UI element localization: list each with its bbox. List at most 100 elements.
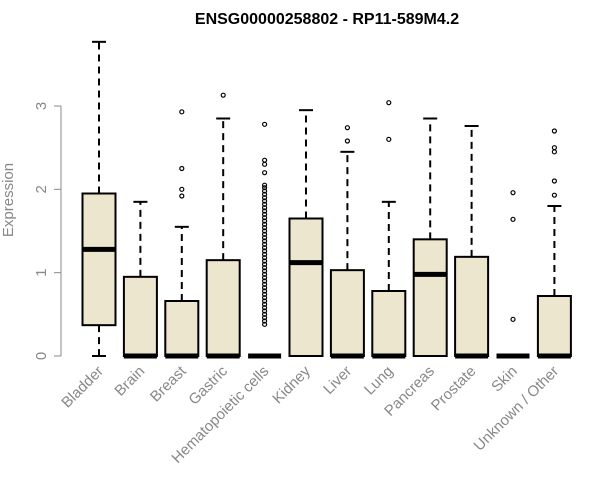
outlier-point <box>262 238 268 244</box>
box-rect <box>412 238 448 357</box>
box-liver <box>329 125 365 359</box>
outlier-point <box>262 205 268 211</box>
box-skin <box>496 190 530 359</box>
y-tick-label: 2 <box>33 185 50 193</box>
outlier-point <box>262 198 268 204</box>
outlier-point <box>262 295 268 301</box>
outlier-point <box>386 100 392 106</box>
outlier-point <box>262 121 268 127</box>
outlier-point <box>262 298 268 304</box>
x-tick-label: Breast <box>147 362 190 405</box>
outlier-point <box>510 190 516 196</box>
outlier-point <box>262 245 268 251</box>
outlier-point <box>179 193 185 199</box>
outlier-point <box>386 136 392 142</box>
outlier-point <box>262 157 268 163</box>
outlier-point <box>262 218 268 224</box>
box-rect <box>288 217 324 357</box>
outlier-point <box>344 138 350 144</box>
x-tick-label: Kidney <box>269 362 314 407</box>
outlier-point <box>262 188 268 194</box>
box-rect <box>205 259 241 357</box>
outlier-point <box>262 301 268 307</box>
outlier-point <box>262 221 268 227</box>
outlier-point <box>262 215 268 221</box>
outlier-point <box>262 211 268 217</box>
box-rect <box>329 269 365 357</box>
box-series <box>81 40 572 359</box>
outlier-point <box>262 288 268 294</box>
outlier-point <box>262 285 268 291</box>
outlier-point <box>262 318 268 324</box>
outlier-point <box>510 216 516 222</box>
box-rect <box>164 300 200 357</box>
outlier-point <box>551 192 558 198</box>
outlier-point <box>179 165 185 172</box>
box-brain <box>122 200 158 359</box>
x-tick-label: Prostate <box>428 363 480 415</box>
x-tick-label: Brain <box>111 363 148 400</box>
outlier-point <box>262 311 268 317</box>
box-rect <box>454 255 490 358</box>
x-tick-label: Lung <box>361 363 397 399</box>
box-gastric <box>205 92 241 359</box>
box-lung <box>371 100 407 359</box>
outlier-point <box>262 191 268 197</box>
y-axis-label: Expression <box>0 163 17 237</box>
outlier-point <box>510 316 516 322</box>
y-axis: 0 1 2 3 <box>33 102 62 360</box>
outlier-point <box>262 315 268 321</box>
x-tick-label: Bladder <box>58 363 107 412</box>
outlier-point <box>262 195 268 201</box>
box-bladder <box>81 40 117 357</box>
box-pancreas <box>412 117 448 357</box>
box-rect <box>536 295 572 357</box>
outlier-point <box>262 182 268 188</box>
outlier-point <box>220 92 226 98</box>
outlier-point <box>262 185 268 191</box>
outlier-point <box>262 225 268 231</box>
x-tick-label: Liver <box>320 363 355 398</box>
outlier-point <box>551 128 558 134</box>
outlier-point <box>262 271 268 277</box>
outlier-point <box>262 321 268 327</box>
outlier-point <box>262 281 268 287</box>
outlier-point <box>262 261 268 267</box>
outlier-point <box>262 265 268 271</box>
outlier-point <box>262 201 268 207</box>
box-kidney <box>288 109 324 357</box>
outlier-point <box>262 275 268 281</box>
y-tick-label: 1 <box>33 268 50 276</box>
outlier-point <box>344 125 350 131</box>
outlier-point <box>262 228 268 234</box>
outlier-point <box>262 268 268 274</box>
outlier-point <box>262 291 268 297</box>
box-rect <box>81 192 117 327</box>
outlier-point <box>551 149 558 155</box>
y-tick-label: 0 <box>33 352 50 360</box>
outlier-point <box>551 145 558 151</box>
outlier-point <box>262 278 268 284</box>
outlier-point <box>262 248 268 254</box>
outlier-point <box>262 251 268 257</box>
box-hematopoietic-cells <box>248 121 282 359</box>
box-rect <box>122 275 158 358</box>
outlier-point <box>262 305 268 311</box>
chart-title: ENSG00000258802 - RP11-589M4.2 <box>195 11 459 28</box>
outlier-point <box>262 208 268 214</box>
outlier-point <box>262 241 268 247</box>
outlier-point <box>262 161 268 167</box>
x-tick-label: Skin <box>488 363 521 396</box>
outlier-point <box>262 255 268 261</box>
outlier-point <box>262 258 268 264</box>
box-prostate <box>454 125 490 359</box>
box-unknown-other <box>536 128 572 359</box>
outlier-point <box>262 231 268 237</box>
box-rect <box>371 290 407 357</box>
outlier-point <box>262 235 268 241</box>
outlier-point <box>179 109 185 115</box>
y-tick-label: 3 <box>33 102 50 110</box>
outlier-point <box>551 178 558 184</box>
